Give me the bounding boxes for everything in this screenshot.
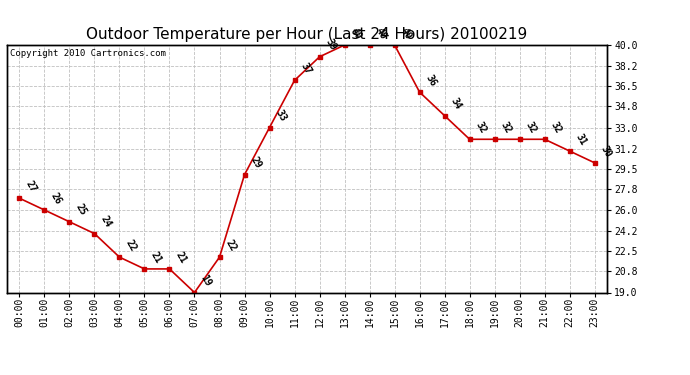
Title: Outdoor Temperature per Hour (Last 24 Hours) 20100219: Outdoor Temperature per Hour (Last 24 Ho… xyxy=(86,27,528,42)
Text: 40: 40 xyxy=(348,26,363,41)
Text: 22: 22 xyxy=(124,238,138,253)
Text: 40: 40 xyxy=(374,26,388,41)
Text: 37: 37 xyxy=(299,61,313,76)
Text: 19: 19 xyxy=(199,273,213,288)
Text: Copyright 2010 Cartronics.com: Copyright 2010 Cartronics.com xyxy=(10,49,166,58)
Text: 25: 25 xyxy=(74,202,88,217)
Text: 39: 39 xyxy=(324,38,338,52)
Text: 29: 29 xyxy=(248,155,263,171)
Text: 34: 34 xyxy=(448,96,463,111)
Text: 32: 32 xyxy=(549,120,563,135)
Text: 31: 31 xyxy=(574,132,589,147)
Text: 21: 21 xyxy=(148,250,163,265)
Text: 32: 32 xyxy=(474,120,489,135)
Text: 36: 36 xyxy=(424,73,438,88)
Text: 21: 21 xyxy=(174,250,188,265)
Text: 22: 22 xyxy=(224,238,238,253)
Text: 30: 30 xyxy=(599,144,613,159)
Text: 26: 26 xyxy=(48,190,63,206)
Text: 33: 33 xyxy=(274,108,288,123)
Text: 24: 24 xyxy=(99,214,113,230)
Text: 32: 32 xyxy=(499,120,513,135)
Text: 32: 32 xyxy=(524,120,538,135)
Text: 27: 27 xyxy=(23,179,38,194)
Text: 40: 40 xyxy=(399,26,413,41)
